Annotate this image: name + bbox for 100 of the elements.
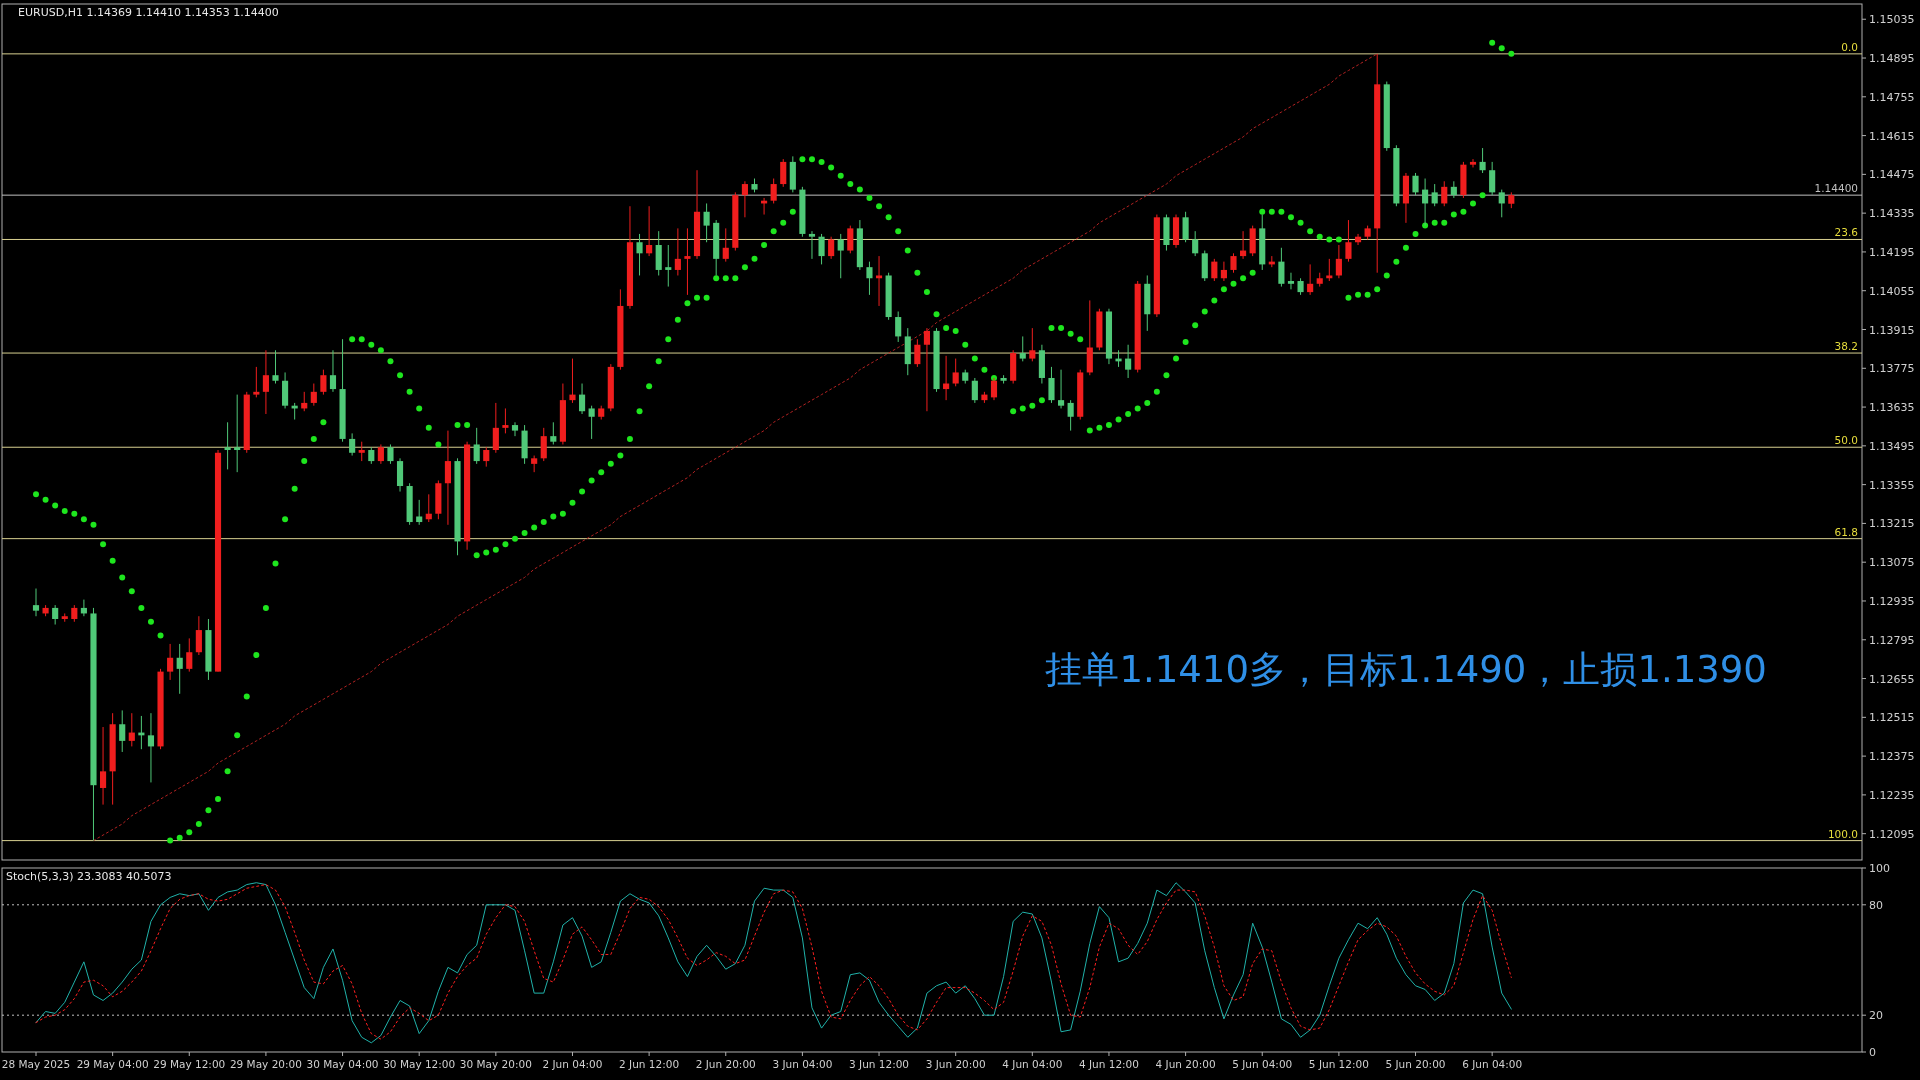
candlestick [1326,258,1333,282]
candlestick [1345,219,1352,263]
candlestick [1211,258,1218,282]
y-tick-label: 1.13215 [1869,517,1915,531]
candlestick [147,712,155,783]
x-tick-label: 29 May 04:00 [76,1058,149,1070]
y-tick-label: 1.13915 [1869,323,1915,337]
candlestick [377,443,384,465]
x-tick-label: 28 May 2025 [1,1058,71,1070]
candlestick [665,244,672,288]
candlestick [674,227,681,276]
candlestick [99,726,107,806]
candlestick [828,236,835,260]
x-tick-label: 3 Jun 12:00 [849,1058,910,1070]
y-tick-label: 1.12515 [1869,711,1915,725]
candlestick [444,430,452,526]
y-tick-label: 1.13775 [1869,362,1915,376]
x-tick-label: 2 Jun 12:00 [619,1058,680,1070]
y-tick-label: 80 [1869,898,1883,912]
annotation: 100.0 [1827,827,1858,840]
y-tick-label: 1.12655 [1869,672,1915,686]
candlestick [320,369,327,396]
candlestick [1441,180,1448,207]
candlestick [492,402,499,454]
annotation: 0.0 [1841,40,1858,53]
candlestick [1067,399,1074,432]
candlestick [952,358,959,387]
candlestick [914,338,921,368]
x-tick-label: 5 Jun 20:00 [1385,1058,1446,1070]
candlestick [646,205,653,257]
candlestick [272,349,279,385]
x-tick-label: 30 May 04:00 [306,1058,379,1070]
candlestick [808,230,816,260]
candlestick [176,643,183,695]
x-tick-label: 30 May 20:00 [459,1058,532,1070]
candlestick [167,643,174,681]
candlestick [636,233,643,276]
y-tick-label: 1.14055 [1869,284,1915,298]
y-tick-label: 1.14895 [1869,52,1915,66]
candlestick [550,421,557,445]
x-tick-label: 30 May 12:00 [383,1058,456,1070]
annotation: 挂单1.1410多，目标1.1490，止损1.1390 [1045,647,1767,691]
y-tick-label: 1.14335 [1869,207,1915,221]
candlestick [1192,230,1199,257]
candlestick [578,383,586,415]
ref-line-label: 1.14400 [1814,182,1858,195]
candlestick [1412,172,1419,196]
y-tick-label: 1.15035 [1869,13,1915,27]
y-tick-label: 1.14195 [1869,245,1915,259]
annotation: 23.6 [1834,226,1859,239]
y-tick-label: 1.13355 [1869,478,1915,492]
candlestick [52,604,59,626]
candlestick [1335,244,1342,279]
candlestick [483,446,490,468]
candlestick [875,255,883,307]
y-tick-label: 1.12935 [1869,594,1915,608]
candlestick [32,588,40,617]
candlestick [186,637,193,673]
candlestick [253,366,260,398]
candlestick [588,405,595,440]
candlestick [234,394,241,473]
x-tick-label: 2 Jun 04:00 [542,1058,603,1070]
candlestick [128,712,135,747]
annotation: 61.8 [1834,525,1858,538]
candlestick [990,377,998,401]
y-tick-label: 1.14755 [1869,90,1915,104]
x-tick-label: 5 Jun 12:00 [1308,1058,1369,1070]
candlestick [847,225,854,254]
x-tick-label: 6 Jun 04:00 [1462,1058,1523,1070]
candlestick [1019,335,1026,362]
candlestick [540,427,547,462]
candlestick [923,327,931,412]
y-tick-label: 1.12095 [1869,827,1915,841]
x-tick-label: 4 Jun 04:00 [1002,1058,1063,1070]
candlestick [722,227,729,263]
x-tick-label: 2 Jun 20:00 [695,1058,756,1070]
candlestick [387,443,394,465]
candlestick [1489,161,1496,196]
candlestick [329,349,337,393]
y-tick-label: 1.13075 [1869,556,1915,570]
candlestick [1307,263,1314,296]
candlestick [895,311,902,343]
candlestick [1278,247,1285,288]
y-tick-label: 20 [1869,1009,1883,1023]
x-tick-label: 29 May 20:00 [229,1058,302,1070]
y-tick-label: 1.14475 [1869,168,1915,182]
y-tick-label: 0 [1869,1046,1876,1059]
candlestick [684,227,691,296]
candlestick [837,233,844,279]
candlestick [1230,252,1237,274]
candlestick [780,158,787,188]
x-tick-label: 29 May 12:00 [153,1058,226,1070]
candlestick [349,432,356,457]
candlestick [741,180,748,218]
candlestick [1057,369,1065,409]
candlestick [971,377,978,404]
x-tick-label: 5 Jun 04:00 [1232,1058,1293,1070]
chart-title: Stoch(5,3,3) 23.3083 40.5073 [6,870,172,883]
candlestick [1498,189,1505,218]
candlestick [1182,211,1189,243]
